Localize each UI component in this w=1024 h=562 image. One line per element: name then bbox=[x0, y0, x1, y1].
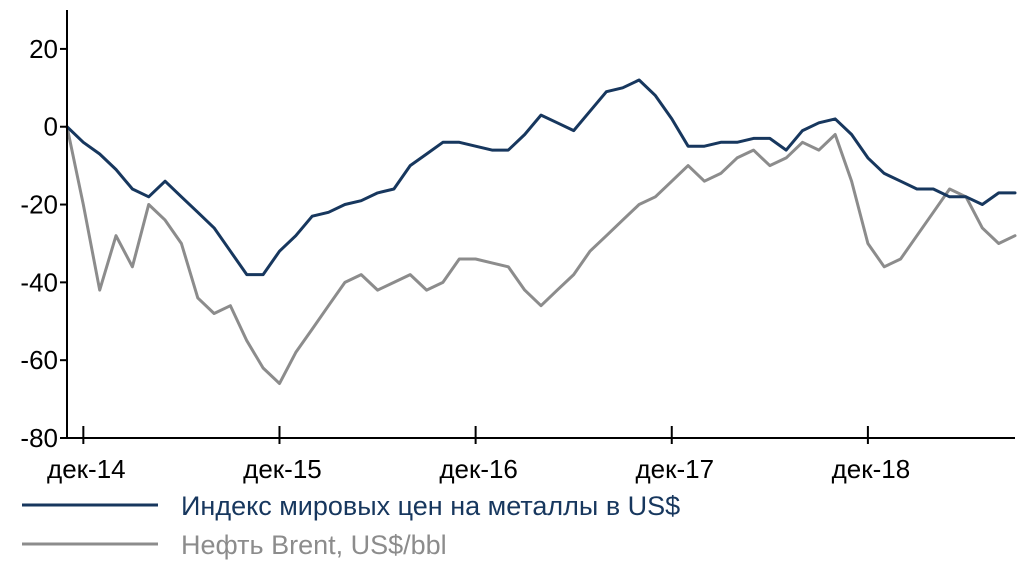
legend-label-brent: Нефть Brent, US$/bbl bbox=[181, 530, 447, 560]
x-tick-label: дек-14 bbox=[47, 454, 126, 484]
legend-label-metals: Индекс мировых цен на металлы в US$ bbox=[181, 491, 680, 521]
y-tick-label: -40 bbox=[20, 267, 58, 297]
y-tick-label: -20 bbox=[20, 190, 58, 220]
x-tick-label: дек-18 bbox=[832, 454, 911, 484]
series-line-brent bbox=[65, 125, 1017, 385]
y-tick-label: -60 bbox=[20, 345, 58, 375]
x-tick-label: дек-17 bbox=[635, 454, 714, 484]
y-tick-label: 0 bbox=[44, 112, 58, 142]
y-tick-label: -80 bbox=[20, 423, 58, 453]
legend: Индекс мировых цен на металлы в US$ Нефт… bbox=[22, 491, 680, 560]
y-tick-label: 20 bbox=[29, 34, 58, 64]
x-tick-label: дек-15 bbox=[243, 454, 322, 484]
x-tick-label: дек-16 bbox=[439, 454, 518, 484]
plot-area bbox=[65, 78, 1017, 385]
series-line-metals bbox=[65, 78, 1017, 277]
y-axis: -80 -60 -40 -20 0 20 bbox=[20, 10, 68, 453]
x-axis: дек-14 дек-15 дек-16 дек-17 дек-18 bbox=[47, 426, 1015, 484]
